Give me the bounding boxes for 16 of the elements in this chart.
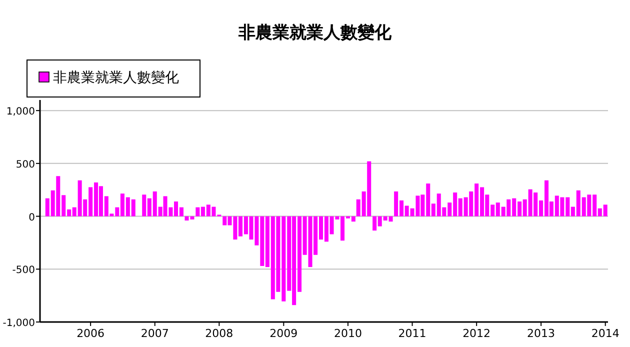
x-tick-label: 2007 <box>140 327 169 340</box>
x-tick-label: 2014 <box>591 327 620 340</box>
y-tick-label: 1,000 <box>6 106 35 118</box>
x-tick-label: 2013 <box>527 327 556 340</box>
x-tick-label: 2009 <box>270 327 298 340</box>
y-tick-label: 0 <box>28 212 35 224</box>
x-tick-label: 2011 <box>398 327 426 340</box>
x-tick-label: 2012 <box>462 327 491 340</box>
legend-label: 非農業就業人數變化 <box>53 70 179 86</box>
y-tick-label: -1,000 <box>2 318 35 329</box>
y-tick-label: 500 <box>16 159 35 170</box>
x-tick-label: 2010 <box>334 327 362 340</box>
x-tick-label: 2008 <box>205 327 234 340</box>
x-tick-label: 2006 <box>76 327 105 340</box>
y-tick-label: -500 <box>12 265 35 276</box>
chart-title: 非農業就業人數變化 <box>238 23 392 43</box>
